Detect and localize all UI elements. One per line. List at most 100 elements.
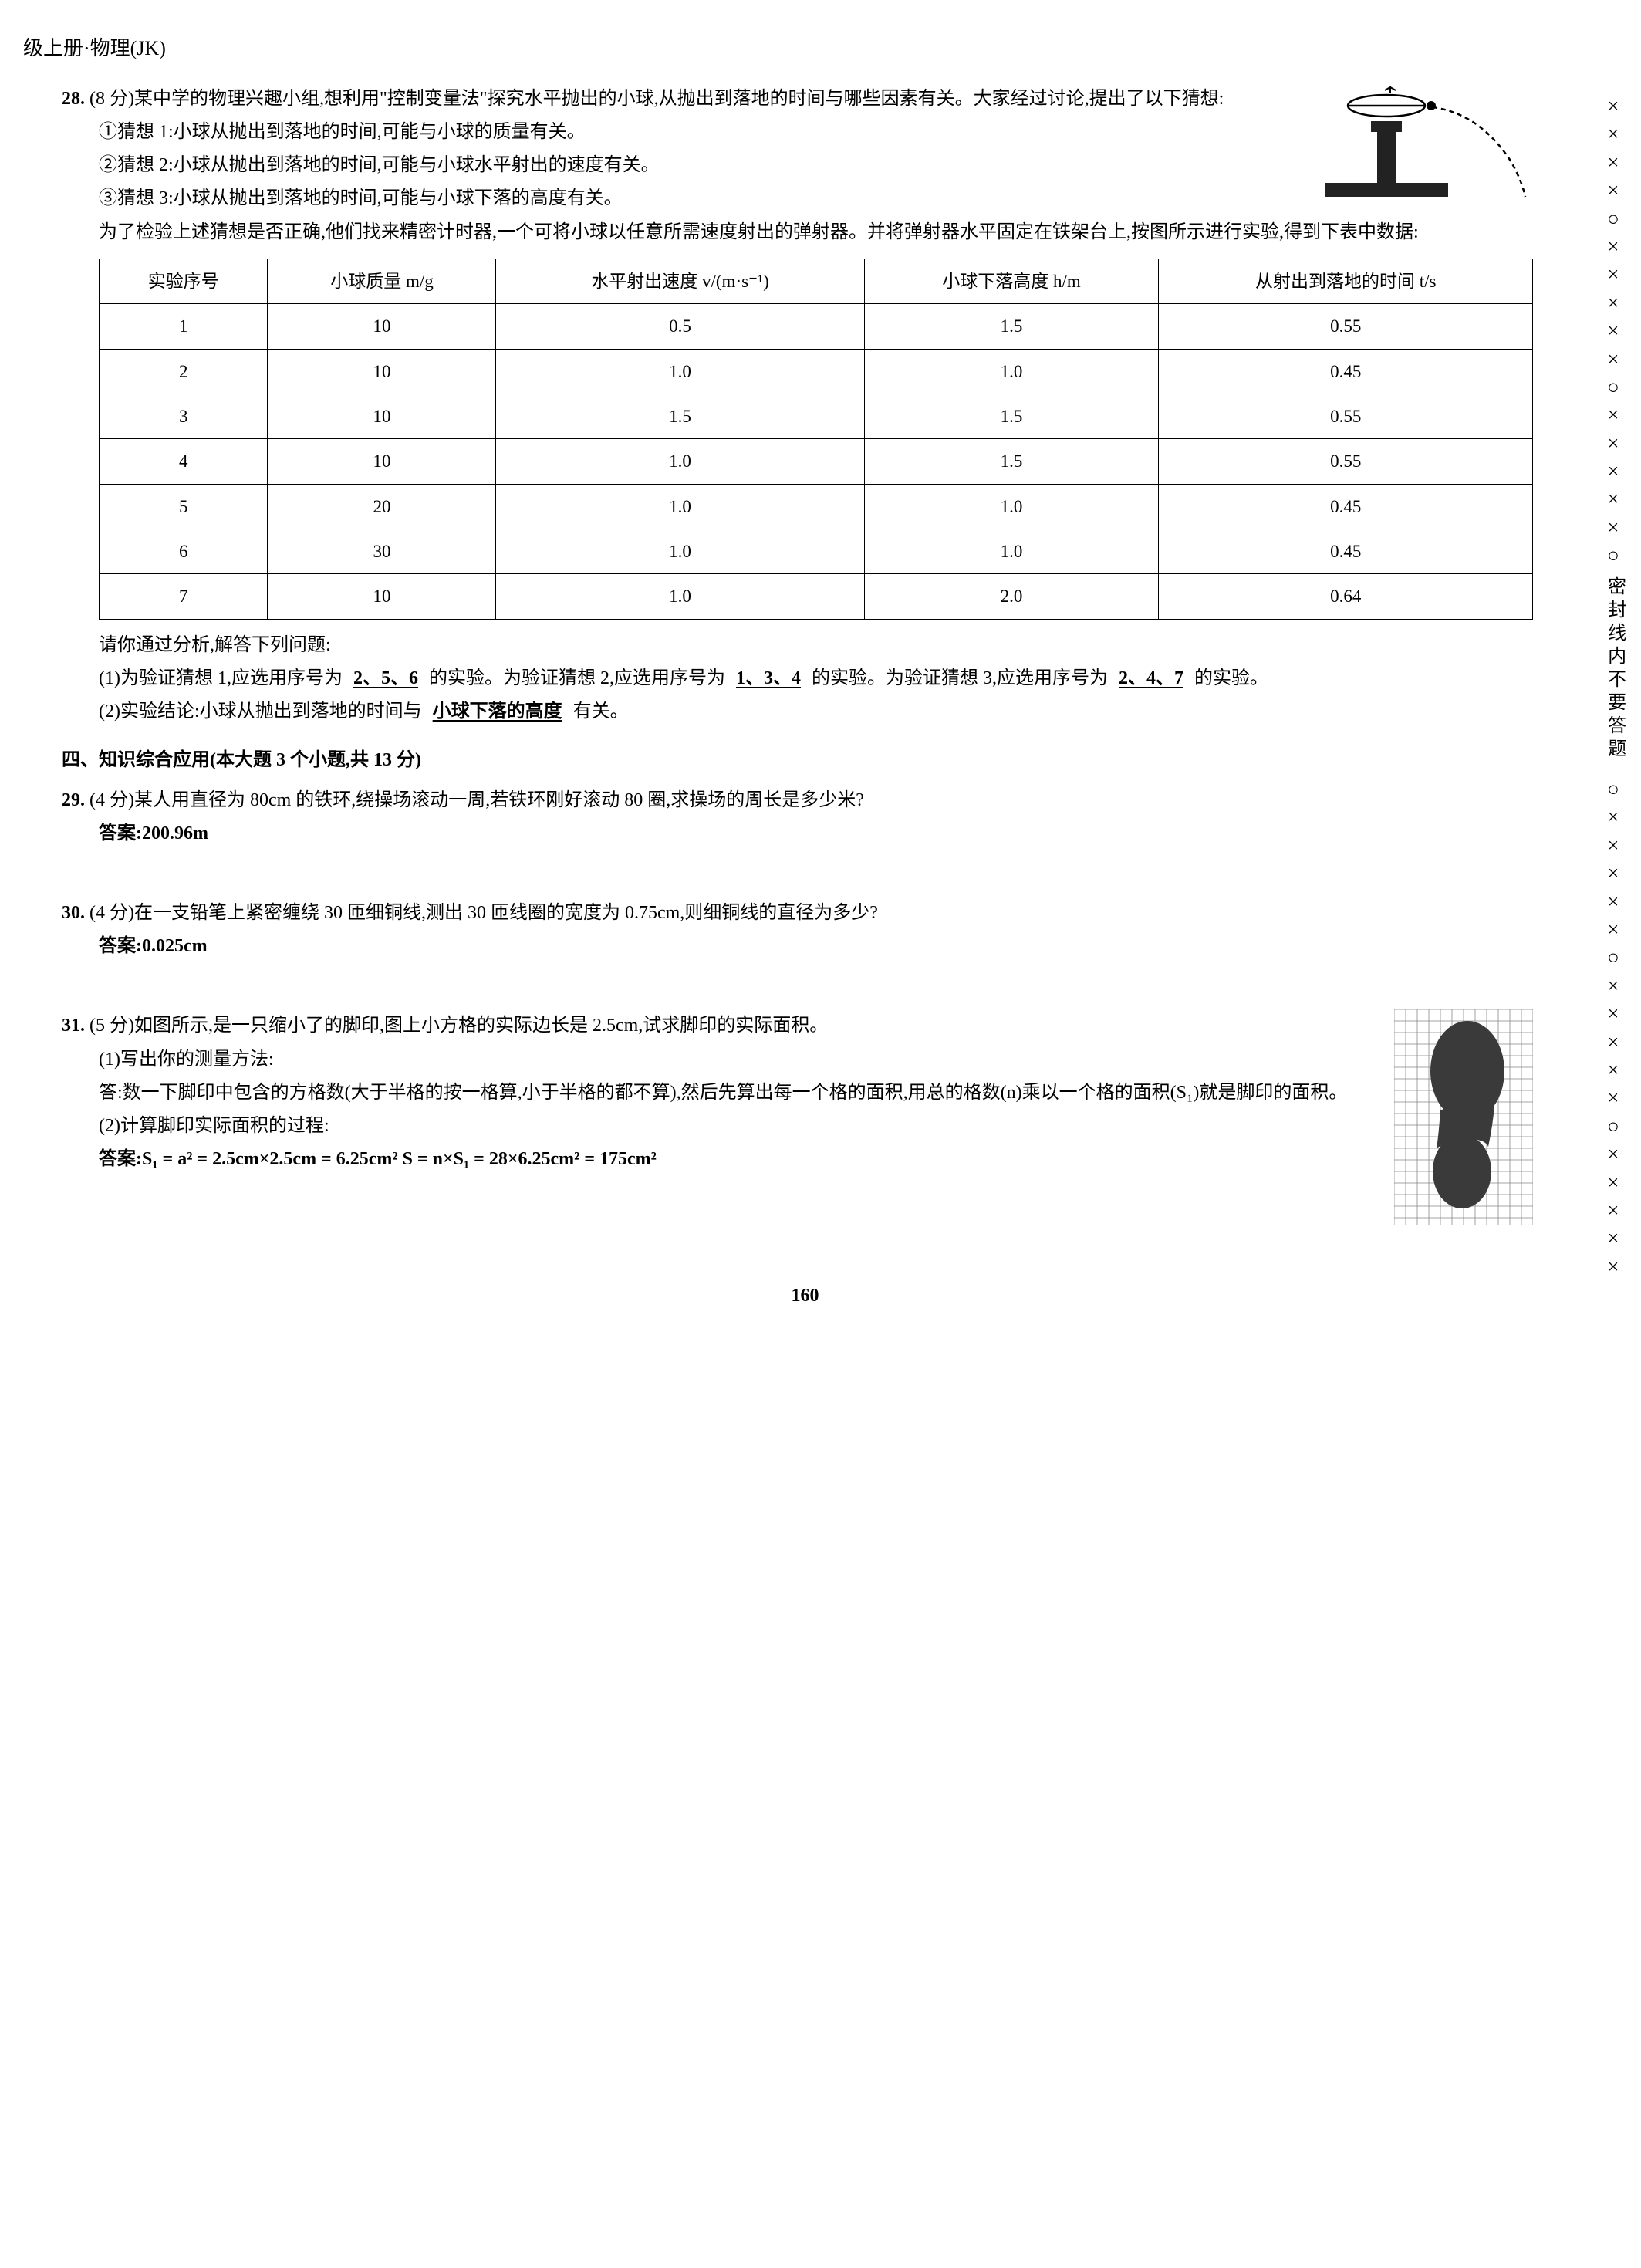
table-cell: 3 bbox=[100, 394, 268, 438]
footprint-diagram bbox=[1394, 1009, 1533, 1225]
table-cell: 1.0 bbox=[864, 349, 1159, 394]
th-4: 从射出到落地的时间 t/s bbox=[1159, 259, 1533, 303]
q31-sub2-ans: 答案:S₁ = a² = 2.5cm×2.5cm = 6.25cm² S = n… bbox=[62, 1143, 1533, 1176]
mark-o: ○ bbox=[1601, 205, 1626, 233]
th-0: 实验序号 bbox=[100, 259, 268, 303]
q29-points: (4 分) bbox=[89, 790, 134, 810]
mark-x: × bbox=[1601, 1000, 1626, 1028]
mark-x: × bbox=[1601, 832, 1626, 860]
mark-x: × bbox=[1601, 177, 1626, 204]
mark-x: × bbox=[1601, 860, 1626, 887]
mark-x: × bbox=[1601, 972, 1626, 1000]
q31-sub2-val: S₁ = a² = 2.5cm×2.5cm = 6.25cm² S = n×S₁… bbox=[142, 1149, 657, 1169]
mark-x: × bbox=[1601, 1056, 1626, 1084]
mark-x: × bbox=[1601, 1169, 1626, 1197]
question-29: 29. (4 分)某人用直径为 80cm 的铁环,绕操场滚动一周,若铁环刚好滚动… bbox=[62, 784, 1533, 850]
mark-x: × bbox=[1601, 803, 1626, 831]
table-cell: 0.64 bbox=[1159, 574, 1533, 619]
table-row: 5201.01.00.45 bbox=[100, 484, 1533, 529]
table-row: 7101.02.00.64 bbox=[100, 574, 1533, 619]
table-cell: 1.5 bbox=[496, 394, 864, 438]
margin-marks: × × × × ○ × × × × × ○ × × × × × ○ 密封线内不要… bbox=[1601, 93, 1626, 1281]
mark-x: × bbox=[1601, 458, 1626, 485]
q29-number: 29. bbox=[62, 790, 85, 810]
table-cell: 7 bbox=[100, 574, 268, 619]
q28-guess1: ①猜想 1:小球从抛出到落地的时间,可能与小球的质量有关。 bbox=[62, 116, 1533, 149]
mark-x: × bbox=[1601, 149, 1626, 177]
q31-sub1-ans: 答:数一下脚印中包含的方格数(大于半格的按一格算,小于半格的都不算),然后先算出… bbox=[62, 1077, 1533, 1110]
table-cell: 2 bbox=[100, 349, 268, 394]
table-cell: 1.0 bbox=[864, 529, 1159, 574]
table-cell: 0.55 bbox=[1159, 394, 1533, 438]
table-cell: 4 bbox=[100, 439, 268, 484]
table-cell: 0.45 bbox=[1159, 529, 1533, 574]
mark-o: ○ bbox=[1601, 1113, 1626, 1141]
mark-x: × bbox=[1601, 485, 1626, 513]
table-cell: 5 bbox=[100, 484, 268, 529]
q28-sub2-ans: 小球下落的高度 bbox=[427, 701, 569, 722]
q28-sub1-c-head: 的实验。为验证猜想 3,应选用序号为 bbox=[812, 668, 1108, 688]
table-cell: 20 bbox=[268, 484, 496, 529]
q30-ans-val: 0.025cm bbox=[142, 936, 208, 956]
margin-vertical-text: 密封线内不要答题 bbox=[1601, 576, 1627, 762]
table-cell: 10 bbox=[268, 394, 496, 438]
q31-sub2-label: 答案: bbox=[99, 1149, 142, 1169]
question-31: 31. (5 分)如图所示,是一只缩小了的脚印,图上小方格的实际边长是 2.5c… bbox=[62, 1009, 1533, 1233]
q28-sub1-a: (1)为验证猜想 1,应选用序号为 bbox=[99, 668, 343, 688]
table-cell: 6 bbox=[100, 529, 268, 574]
q28-sub1-d: 的实验。 bbox=[1194, 668, 1268, 688]
q29-ans-label: 答案: bbox=[99, 823, 142, 843]
main-content: 28. (8 分)某中学的物理兴趣小组,想利用"控制变量法"探究水平抛出的小球,… bbox=[15, 83, 1595, 1234]
q28-intro: 某中学的物理兴趣小组,想利用"控制变量法"探究水平抛出的小球,从抛出到落地的时间… bbox=[134, 89, 1224, 109]
q28-guess3: ③猜想 3:小球从抛出到落地的时间,可能与小球下落的高度有关。 bbox=[62, 182, 1533, 215]
section-4-title: 四、知识综合应用(本大题 3 个小题,共 13 分) bbox=[62, 744, 1533, 777]
mark-x: × bbox=[1601, 120, 1626, 148]
page-header: 级上册·物理(JK) bbox=[15, 31, 1595, 67]
table-cell: 0.5 bbox=[496, 304, 864, 349]
q31-sub2: (2)计算脚印实际面积的过程: bbox=[62, 1110, 1533, 1143]
mark-x: × bbox=[1601, 1029, 1626, 1056]
table-cell: 1.5 bbox=[864, 439, 1159, 484]
question-28: 28. (8 分)某中学的物理兴趣小组,想利用"控制变量法"探究水平抛出的小球,… bbox=[62, 83, 1533, 729]
mark-x: × bbox=[1601, 1253, 1626, 1281]
table-row: 1100.51.50.55 bbox=[100, 304, 1533, 349]
q28-sub2-b: 有关。 bbox=[573, 701, 629, 722]
q28-sub1-b: 的实验。为验证猜想 2,应选用序号为 bbox=[429, 668, 725, 688]
q30-points: (4 分) bbox=[89, 903, 134, 923]
q29-text: 某人用直径为 80cm 的铁环,绕操场滚动一周,若铁环刚好滚动 80 圈,求操场… bbox=[134, 790, 864, 810]
question-30: 30. (4 分)在一支铅笔上紧密缠绕 30 匝细铜线,测出 30 匝线圈的宽度… bbox=[62, 897, 1533, 963]
table-cell: 1.5 bbox=[864, 394, 1159, 438]
mark-x: × bbox=[1601, 401, 1626, 429]
table-cell: 10 bbox=[268, 439, 496, 484]
q28-analyze: 请你通过分析,解答下列问题: bbox=[62, 629, 1533, 662]
mark-x: × bbox=[1601, 1225, 1626, 1252]
mark-x: × bbox=[1601, 317, 1626, 345]
mark-x: × bbox=[1601, 346, 1626, 373]
mark-x: × bbox=[1601, 916, 1626, 944]
table-cell: 1 bbox=[100, 304, 268, 349]
table-cell: 10 bbox=[268, 574, 496, 619]
q28-ans1: 2、5、6 bbox=[347, 668, 424, 688]
q28-sub1: (1)为验证猜想 1,应选用序号为 2、5、6 的实验。为验证猜想 2,应选用序… bbox=[62, 662, 1533, 695]
mark-x: × bbox=[1601, 1197, 1626, 1225]
mark-x: × bbox=[1601, 1141, 1626, 1168]
experiment-table: 实验序号 小球质量 m/g 水平射出速度 v/(m·s⁻¹) 小球下落高度 h/… bbox=[99, 259, 1533, 620]
table-cell: 0.45 bbox=[1159, 484, 1533, 529]
q28-sub2-a: (2)实验结论:小球从抛出到落地的时间与 bbox=[99, 701, 422, 722]
table-row: 4101.01.50.55 bbox=[100, 439, 1533, 484]
q28-guess2: ②猜想 2:小球从抛出到落地的时间,可能与小球水平射出的速度有关。 bbox=[62, 149, 1533, 182]
device-diagram bbox=[1317, 83, 1533, 206]
q28-ans2: 1、3、4 bbox=[730, 668, 807, 688]
q29-ans-val: 200.96m bbox=[142, 823, 208, 843]
q30-ans-label: 答案: bbox=[99, 936, 142, 956]
q31-points: (5 分) bbox=[89, 1016, 134, 1036]
q30-answer: 答案:0.025cm bbox=[62, 930, 1533, 963]
table-header-row: 实验序号 小球质量 m/g 水平射出速度 v/(m·s⁻¹) 小球下落高度 h/… bbox=[100, 259, 1533, 303]
table-cell: 1.0 bbox=[496, 484, 864, 529]
table-cell: 10 bbox=[268, 304, 496, 349]
mark-x: × bbox=[1601, 93, 1626, 120]
q28-ans3: 2、4、7 bbox=[1113, 668, 1190, 688]
mark-x: × bbox=[1601, 888, 1626, 916]
q30-text: 在一支铅笔上紧密缠绕 30 匝细铜线,测出 30 匝线圈的宽度为 0.75cm,… bbox=[134, 903, 878, 923]
mark-x: × bbox=[1601, 289, 1626, 317]
